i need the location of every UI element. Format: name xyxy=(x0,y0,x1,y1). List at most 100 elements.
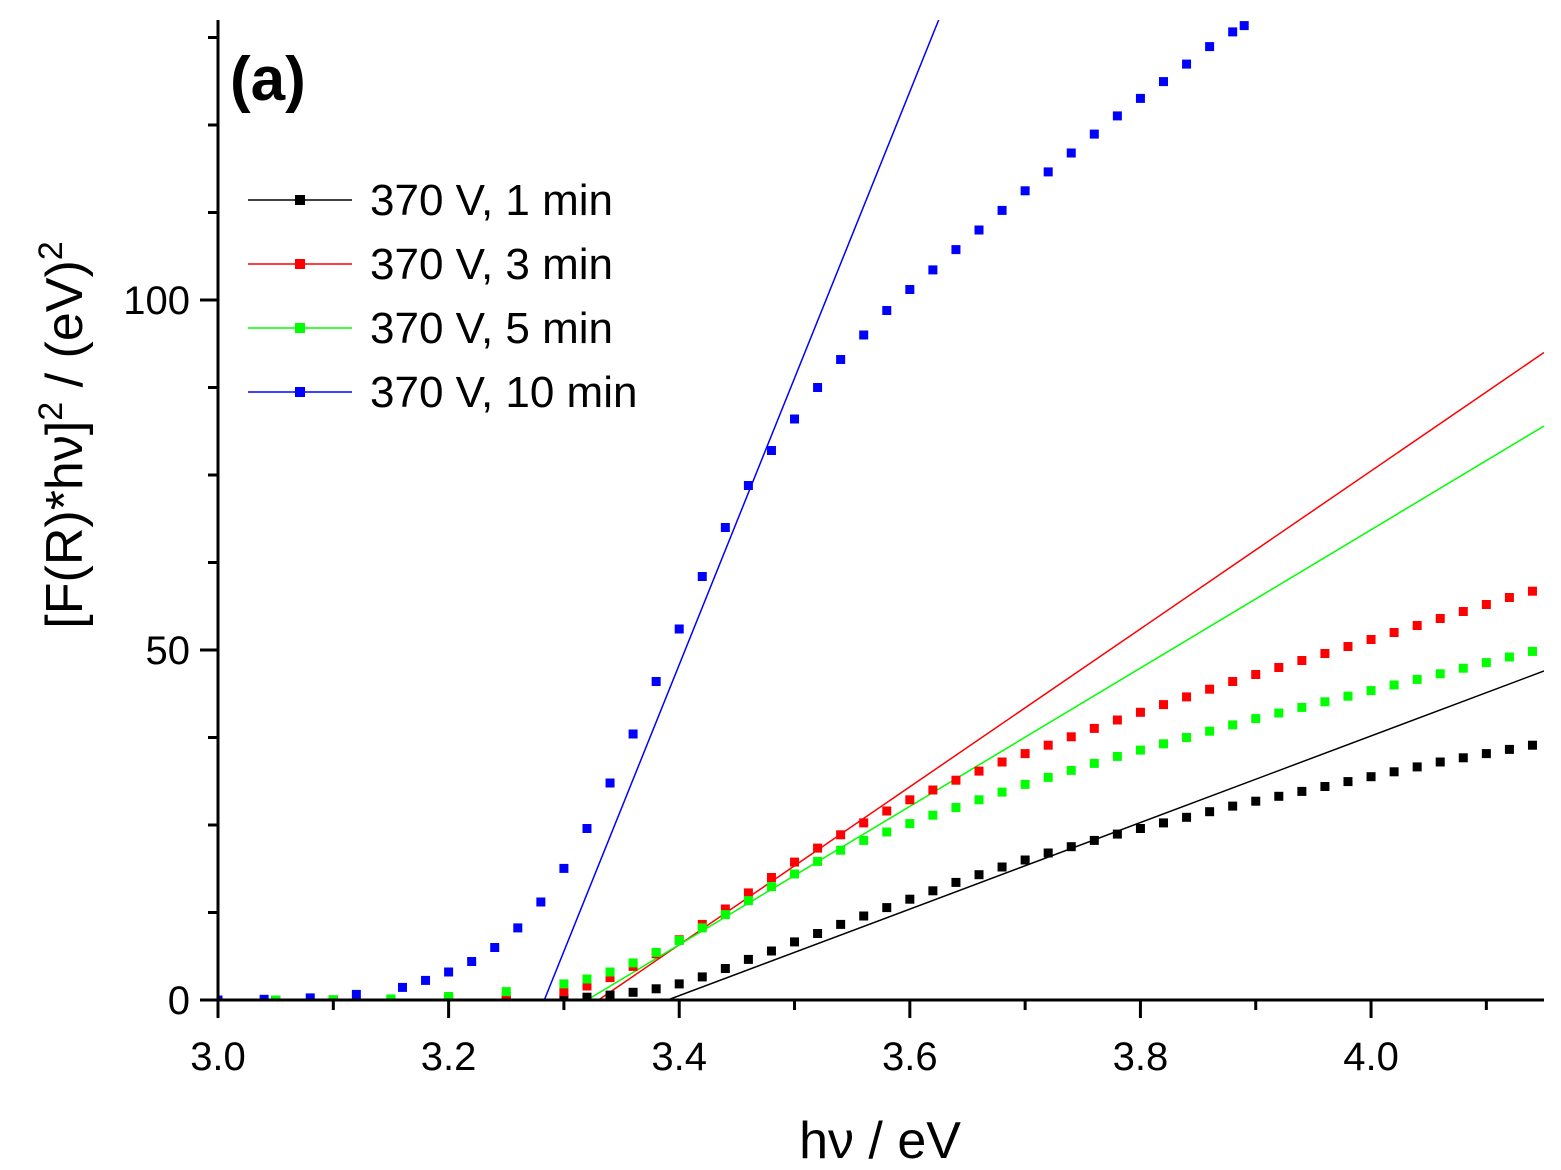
data-point xyxy=(905,819,915,829)
data-point xyxy=(905,894,915,904)
data-point xyxy=(743,481,753,490)
x-axis-title: hν / eV xyxy=(799,1112,961,1170)
data-point xyxy=(559,987,569,997)
data-point xyxy=(674,979,684,989)
data-point xyxy=(1527,586,1537,596)
legend-marker xyxy=(295,323,305,333)
data-point xyxy=(1228,720,1238,730)
data-point xyxy=(271,995,281,1000)
data-point xyxy=(1020,186,1030,196)
data-point xyxy=(1366,772,1376,782)
data-point xyxy=(605,990,615,1000)
legend-item-2: 370 V, 3 min xyxy=(248,240,613,289)
data-point xyxy=(836,845,846,855)
data-point xyxy=(1228,801,1238,811)
x-tick-label: 3.6 xyxy=(882,1035,938,1079)
data-point xyxy=(1112,111,1122,121)
data-point xyxy=(1251,796,1261,806)
data-point xyxy=(328,995,338,1000)
data-point xyxy=(882,827,892,837)
data-point xyxy=(1020,855,1030,865)
legend-label: 370 V, 10 min xyxy=(370,368,637,417)
data-point xyxy=(1182,733,1192,742)
data-point xyxy=(790,857,800,867)
legend: 370 V, 1 min 370 V, 3 min 370 V, 5 min 370 … xyxy=(248,176,637,417)
data-point xyxy=(1205,726,1215,736)
data-point xyxy=(1089,758,1099,768)
data-point xyxy=(997,757,1007,767)
fit-line-2 xyxy=(598,351,1544,1000)
data-point xyxy=(720,904,730,914)
data-point xyxy=(559,979,569,989)
data-point xyxy=(859,330,869,340)
data-point xyxy=(421,975,431,985)
data-point xyxy=(1297,702,1307,712)
legend-item-1: 370 V, 1 min xyxy=(248,176,613,225)
data-point xyxy=(605,778,615,788)
data-point xyxy=(1112,829,1122,839)
legend-label: 370 V, 3 min xyxy=(370,240,613,289)
data-point xyxy=(1320,697,1330,707)
y-tick-label: 0 xyxy=(168,979,190,1023)
data-point xyxy=(1481,600,1491,609)
data-point xyxy=(1043,167,1053,177)
data-point xyxy=(766,946,776,956)
data-markers xyxy=(218,21,1537,1000)
data-point xyxy=(1043,848,1053,858)
data-point xyxy=(582,981,592,991)
data-point xyxy=(720,964,730,973)
data-point xyxy=(743,954,753,964)
data-point xyxy=(974,870,984,880)
data-point xyxy=(813,856,823,866)
data-point xyxy=(305,993,315,1000)
data-point xyxy=(582,992,592,1000)
data-point xyxy=(582,824,592,833)
data-point xyxy=(790,869,800,879)
panel-label: (a) xyxy=(230,45,306,114)
data-point xyxy=(1320,649,1330,658)
data-point xyxy=(467,957,477,966)
axes: 3.0 3.2 3.4 3.6 3.8 4.0 0 50 100 xyxy=(123,20,1544,1079)
data-point xyxy=(1274,708,1284,718)
data-point xyxy=(790,414,800,424)
data-point xyxy=(1066,148,1076,158)
data-point xyxy=(813,929,823,938)
x-tick-label: 3.8 xyxy=(1113,1035,1169,1079)
data-point xyxy=(1458,607,1468,616)
series-3 xyxy=(218,646,1537,1000)
data-point xyxy=(1089,835,1099,845)
data-point xyxy=(1043,772,1053,782)
data-point xyxy=(1112,715,1122,725)
data-point xyxy=(1435,669,1445,679)
data-point xyxy=(766,446,776,455)
data-point xyxy=(1320,782,1330,791)
data-point xyxy=(501,987,511,997)
data-point xyxy=(997,787,1007,797)
data-point xyxy=(836,919,846,929)
data-point xyxy=(859,911,869,921)
data-point xyxy=(859,835,869,845)
data-point xyxy=(1182,59,1192,69)
data-point xyxy=(386,994,396,1000)
y-axis-title-sup2: 2 xyxy=(32,241,70,260)
data-point xyxy=(882,903,892,913)
data-point xyxy=(766,873,776,882)
data-point xyxy=(605,973,615,983)
data-point xyxy=(928,785,938,795)
series-1 xyxy=(218,740,1537,1000)
data-point xyxy=(1135,707,1145,717)
x-tick-label: 4.0 xyxy=(1343,1035,1399,1079)
data-point xyxy=(1205,684,1215,694)
data-point xyxy=(697,572,707,581)
data-point xyxy=(351,989,361,999)
fit-line-1 xyxy=(667,670,1544,1000)
y-tick-label: 50 xyxy=(146,629,191,673)
data-point xyxy=(1389,767,1399,777)
data-point xyxy=(1251,670,1261,679)
x-tick-label: 3.0 xyxy=(190,1035,246,1079)
legend-label: 370 V, 1 min xyxy=(370,176,613,225)
data-point xyxy=(997,862,1007,872)
data-point xyxy=(974,225,984,235)
data-point xyxy=(1389,628,1399,637)
data-point xyxy=(490,943,500,952)
